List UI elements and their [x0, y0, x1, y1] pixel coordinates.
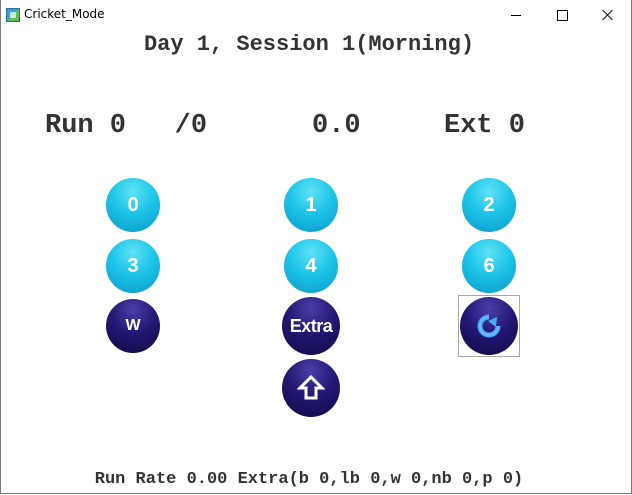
run-0-button[interactable]: 0: [106, 178, 160, 232]
session-title: Day 1, Session 1(Morning): [143, 32, 475, 57]
undo-button[interactable]: [460, 297, 518, 355]
undo-icon: [477, 314, 501, 338]
runs-wickets-label: Run 0 /0: [45, 111, 208, 141]
minimize-button[interactable]: [493, 0, 539, 30]
extras-label: Ext 0: [444, 111, 526, 141]
undo-focus-frame: [458, 295, 520, 357]
maximize-button[interactable]: [539, 0, 585, 30]
run-0-label: 0: [127, 193, 139, 216]
wicket-label: W: [125, 317, 141, 334]
maximize-icon: [556, 9, 568, 21]
upload-icon: [297, 374, 325, 400]
run-6-label: 6: [483, 254, 495, 277]
run-3-button[interactable]: 3: [106, 239, 160, 293]
window-title: Cricket_Mode: [24, 7, 105, 21]
run-2-button[interactable]: 2: [462, 178, 516, 232]
extra-label: Extra: [289, 315, 333, 336]
wicket-button[interactable]: W: [106, 299, 160, 353]
run-1-button[interactable]: 1: [284, 178, 338, 232]
run-4-button[interactable]: 4: [284, 239, 338, 293]
run-4-label: 4: [305, 254, 317, 277]
run-2-label: 2: [483, 193, 495, 216]
close-icon: [602, 9, 614, 21]
run-rate-summary: Run Rate 0.00 Extra(b 0,lb 0,w 0,nb 0,p …: [94, 470, 524, 489]
run-6-button[interactable]: 6: [462, 239, 516, 293]
upload-button[interactable]: [282, 359, 340, 417]
extra-button[interactable]: Extra: [282, 297, 340, 355]
app-icon: [6, 8, 20, 22]
run-3-label: 3: [127, 254, 139, 277]
run-1-label: 1: [305, 193, 317, 216]
overs-label: 0.0: [312, 111, 361, 141]
close-button[interactable]: [585, 0, 631, 30]
title-bar[interactable]: Cricket_Mode: [1, 0, 631, 30]
minimize-icon: [511, 14, 521, 16]
